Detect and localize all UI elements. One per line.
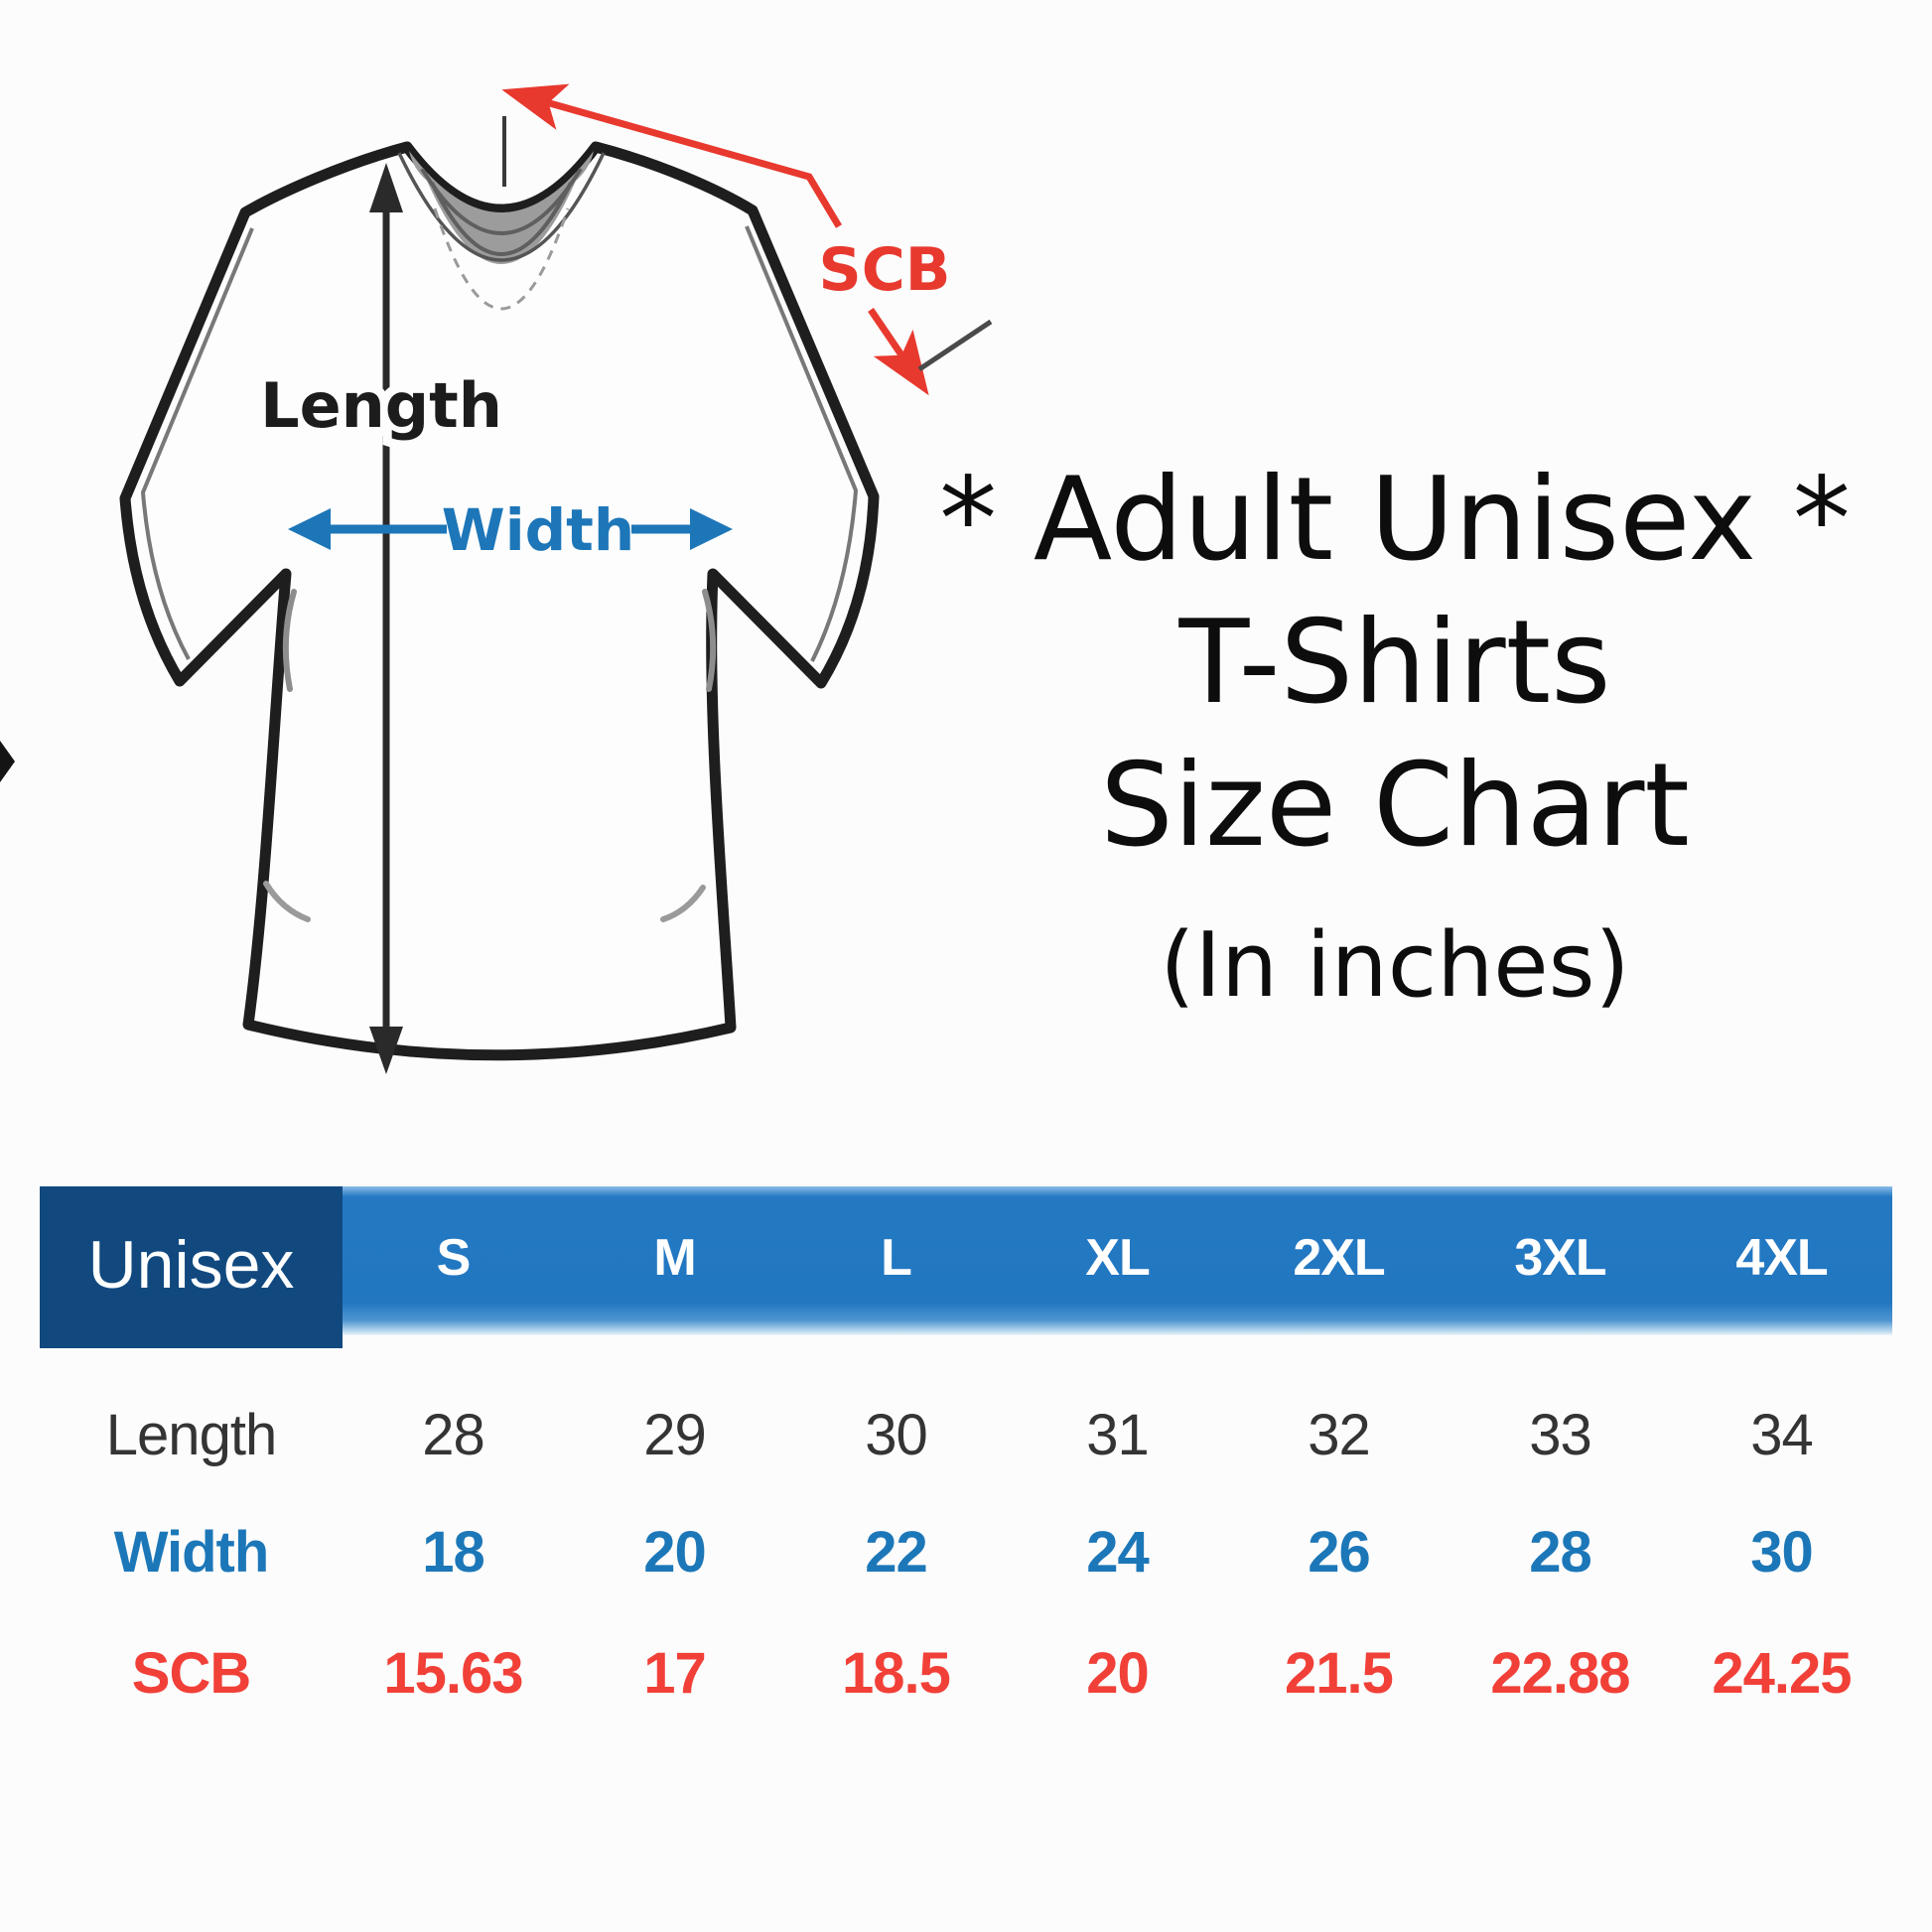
left-edge-artifact: [0, 741, 15, 782]
column-header-3xl: 3XL: [1514, 1229, 1606, 1287]
cell-scb-4xl: 24.25: [1712, 1640, 1852, 1706]
title-line-3: Size Chart: [1100, 738, 1690, 873]
cell-length-xl: 31: [1086, 1402, 1150, 1467]
title-line-1: * Adult Unisex *: [939, 453, 1851, 587]
column-header-4xl: 4XL: [1735, 1229, 1828, 1287]
sleeve-seam-right: [745, 225, 859, 662]
collar-rib-1: [420, 167, 583, 235]
sleeve-seam-left: [140, 227, 254, 660]
table-header: Unisex S M L XL 2XL 3XL 4XL: [40, 1186, 1892, 1348]
scb-label: SCB: [819, 235, 951, 305]
collar-stitch: [433, 207, 570, 311]
tshirt-svg: Length Width SCB: [119, 83, 993, 1074]
cell-length-l: 30: [865, 1402, 928, 1467]
shoulder-seam-tick: [917, 319, 993, 372]
cell-scb-s: 15.63: [383, 1640, 523, 1706]
cell-scb-2xl: 21.5: [1285, 1640, 1394, 1706]
cell-width-xl: 24: [1086, 1519, 1150, 1585]
column-header-m: M: [653, 1229, 696, 1287]
table-row-width: Width 18 20 22 24 26 28 30: [40, 1497, 1892, 1606]
wrinkle-right-armpit: [702, 589, 717, 692]
cell-length-s: 28: [422, 1402, 485, 1467]
collar-seam: [397, 152, 606, 262]
column-header-s: S: [436, 1229, 472, 1287]
corner-cell-unisex: Unisex: [40, 1186, 343, 1348]
cell-length-4xl: 34: [1750, 1402, 1814, 1467]
table-row-length: Length 28 29 30 31 32 33 34: [40, 1380, 1892, 1489]
cell-scb-3xl: 22.88: [1490, 1640, 1630, 1706]
tshirt-outline: [119, 141, 880, 1061]
cell-width-m: 20: [643, 1519, 707, 1585]
width-arrow: [288, 508, 733, 550]
cell-length-2xl: 32: [1308, 1402, 1371, 1467]
length-arrow: [369, 163, 403, 1074]
cell-scb-xl: 20: [1086, 1640, 1150, 1706]
cell-scb-l: 18.5: [842, 1640, 951, 1706]
scb-arrow-upper: [501, 83, 843, 228]
tshirt-measurement-diagram: Length Width SCB: [40, 60, 993, 1132]
wrinkle-left-armpit: [282, 589, 297, 692]
header-bar: [343, 1186, 1892, 1335]
row-label-width: Width: [113, 1519, 270, 1585]
title-block: * Adult Unisex * T-Shirts Size Chart (In…: [923, 449, 1866, 1020]
column-header-l: L: [881, 1229, 912, 1287]
row-label-scb: SCB: [131, 1640, 251, 1706]
table-row-scb: SCB 15.63 17 18.5 20 21.5 22.88 24.25: [40, 1618, 1892, 1727]
cell-width-2xl: 26: [1308, 1519, 1371, 1585]
title-units: (In inches): [1160, 913, 1630, 1019]
title-line-2: T-Shirts: [1178, 595, 1611, 730]
size-chart-table: Unisex S M L XL 2XL 3XL 4XL Length 28 29…: [40, 1186, 1892, 1727]
cell-width-3xl: 28: [1529, 1519, 1592, 1585]
cell-width-l: 22: [865, 1519, 928, 1585]
column-header-2xl: 2XL: [1293, 1229, 1385, 1287]
wrinkle-left-side: [263, 881, 311, 922]
cell-length-m: 29: [643, 1402, 707, 1467]
cell-width-s: 18: [422, 1519, 485, 1585]
cell-width-4xl: 30: [1750, 1519, 1814, 1585]
width-label: Width: [442, 496, 634, 564]
collar-rib-2: [430, 182, 573, 256]
length-label: Length: [260, 369, 502, 442]
header-columns: S M L XL 2XL 3XL 4XL: [343, 1186, 1892, 1329]
column-header-xl: XL: [1085, 1229, 1150, 1287]
row-label-length: Length: [105, 1402, 277, 1467]
wrinkle-right-side: [660, 885, 706, 922]
cell-length-3xl: 33: [1529, 1402, 1592, 1467]
scb-arrow-lower: [868, 308, 929, 396]
cell-scb-m: 17: [643, 1640, 707, 1706]
